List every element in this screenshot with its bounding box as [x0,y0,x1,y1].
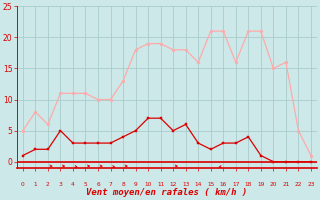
X-axis label: Vent moyen/en rafales ( km/h ): Vent moyen/en rafales ( km/h ) [86,188,248,197]
